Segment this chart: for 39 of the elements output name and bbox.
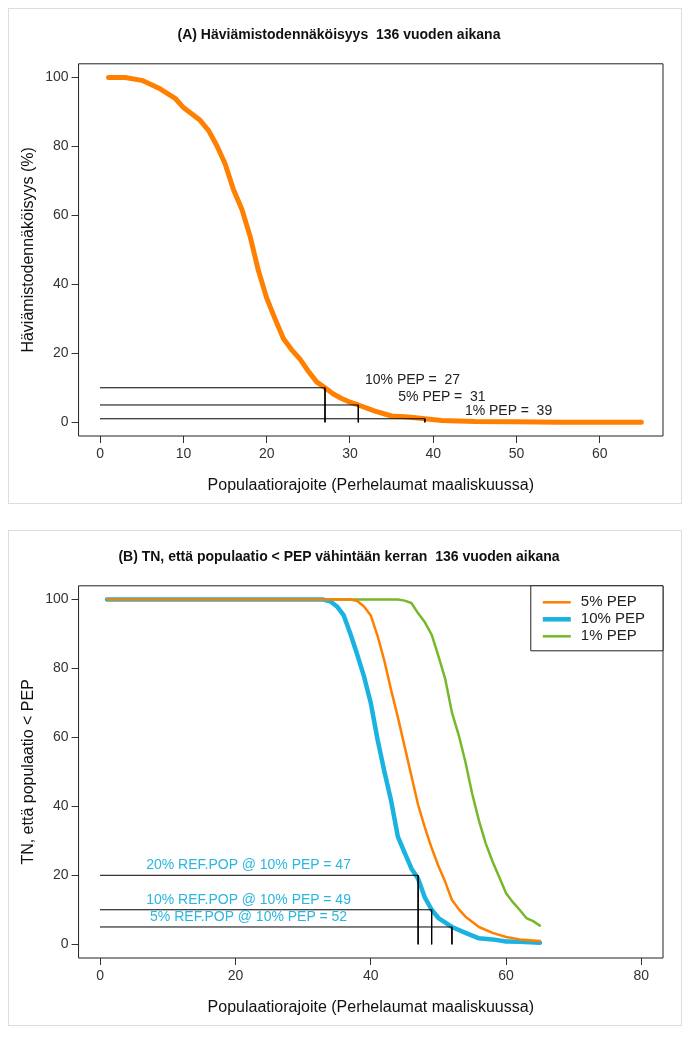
legend-label: 10% PEP xyxy=(580,609,646,627)
x-axis-title: Populaatiorajoite (Perhelaumat maaliskuussa) xyxy=(207,997,534,1015)
x-tick-label: 40 xyxy=(425,445,442,462)
annotation: 10% PEP = 27 xyxy=(364,370,461,387)
y-tick-label: 80 xyxy=(52,659,69,676)
annotation: 10% REF.POP @ 10% PEP = 49 xyxy=(146,890,352,907)
legend-label: 1% PEP xyxy=(580,626,637,644)
annotation: 5% REF.POP @ 10% PEP = 52 xyxy=(150,907,348,924)
y-tick-label: 20 xyxy=(52,344,69,361)
annotation: 5% PEP = 31 xyxy=(398,387,486,404)
x-tick-label: 20 xyxy=(258,445,275,462)
x-tick-label: 10 xyxy=(175,445,192,462)
legend-label: 5% PEP xyxy=(580,592,637,610)
y-tick-label: 100 xyxy=(45,68,69,85)
x-tick-label: 50 xyxy=(508,445,525,462)
x-tick-label: 30 xyxy=(342,445,358,462)
y-tick-label: 0 xyxy=(60,935,69,952)
x-axis-title: Populaatiorajoite (Perhelaumat maaliskuussa) xyxy=(207,475,534,493)
x-tick-label: 20 xyxy=(227,967,244,984)
y-tick-label: 60 xyxy=(52,728,69,745)
annotation: 1% PEP = 39 xyxy=(464,401,553,418)
x-tick-label: 0 xyxy=(96,967,105,984)
y-tick-label: 0 xyxy=(60,413,69,430)
y-axis-title: Häviämistodennäköisyys (%) xyxy=(19,147,37,353)
y-tick-label: 100 xyxy=(45,590,69,607)
y-tick-label: 20 xyxy=(52,866,69,883)
y-tick-label: 80 xyxy=(52,137,69,154)
x-tick-label: 0 xyxy=(96,445,105,462)
y-tick-label: 40 xyxy=(52,275,69,292)
y-tick-label: 60 xyxy=(52,206,69,223)
y-tick-label: 40 xyxy=(52,797,69,814)
chart-title: (B) TN, että populaatio < PEP vähintään kerran 136 vuoden aikana xyxy=(118,548,560,565)
x-tick-label: 60 xyxy=(498,967,515,984)
x-tick-label: 60 xyxy=(591,445,608,462)
y-axis-title: TN, että populaatio < PEP xyxy=(19,679,37,865)
annotation: 20% REF.POP @ 10% PEP = 47 xyxy=(146,856,352,873)
x-tick-label: 80 xyxy=(633,967,650,984)
chart-title: (A) Häviämistodennäköisyys 136 vuoden aikana xyxy=(177,26,501,43)
x-tick-label: 40 xyxy=(362,967,379,984)
